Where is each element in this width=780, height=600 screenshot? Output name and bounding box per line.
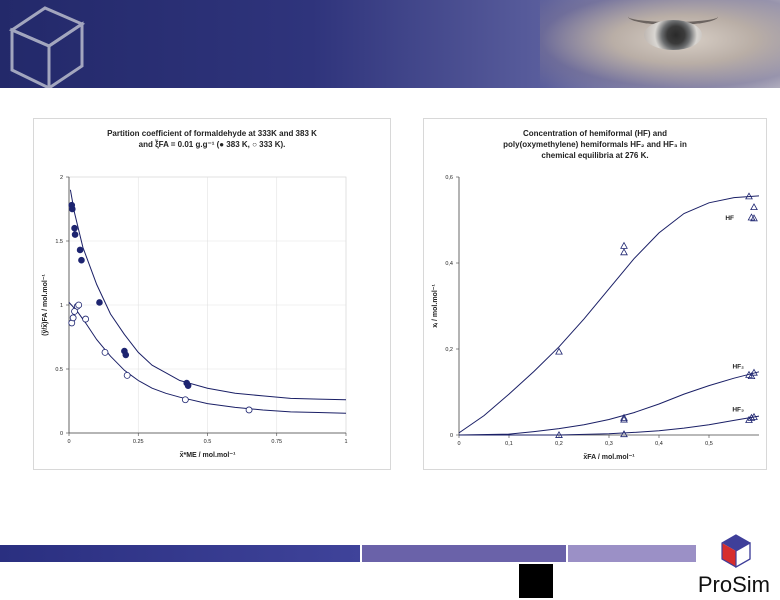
data-point-triangle <box>620 413 628 421</box>
data-point-triangle <box>620 430 628 438</box>
y-tick-label: 0 <box>450 433 453 439</box>
data-point-open <box>71 307 78 315</box>
data-point-triangle <box>620 415 628 423</box>
footer-bar-dark <box>0 545 360 562</box>
series-label: HF₃ <box>732 406 744 413</box>
cube-logo-graphic <box>8 6 86 88</box>
chart-title-hemiformal: Concentration of hemiformal (HF) and pol… <box>424 128 766 161</box>
y-tick-label: 2 <box>60 175 63 181</box>
chart-title-line-1: Partition coefficient of formaldehyde at… <box>107 129 317 138</box>
chart-panel-partition: Partition coefficient of formaldehyde at… <box>33 118 391 470</box>
series-label: HF₂ <box>732 363 744 370</box>
chart-hemiformal-svg: 0 0,1 0,2 0,3 0,4 0,5 0 0,2 0,4 0,6 x̃FA / mol.mol… <box>432 175 760 461</box>
x-tick-label: 0.25 <box>133 439 144 445</box>
y-tick-label: 0,6 <box>445 175 453 181</box>
chart-title-partition: Partition coefficient of formaldehyde at… <box>34 128 390 150</box>
plot-frame <box>459 177 759 435</box>
y-axis-label: (ỹ/x̃)FA / mol.mol⁻¹ <box>42 273 49 335</box>
x-axis-label: x̃*ME / mol.mol⁻¹ <box>179 452 236 459</box>
data-point-filled <box>69 205 76 213</box>
prosim-cube-icon <box>721 534 751 569</box>
y-tick-label: 0,4 <box>445 261 453 267</box>
data-point-filled <box>184 382 192 389</box>
data-point-triangle <box>555 347 563 355</box>
data-point-triangle <box>620 248 628 256</box>
x-tick-label: 0,4 <box>655 441 663 447</box>
y-tick-label: 0.5 <box>55 367 63 373</box>
series-curve <box>458 371 760 436</box>
chart-title-line-2: poly(oxymethylene) hemiformals HF₂ and H… <box>503 140 687 149</box>
series-curve <box>69 189 347 401</box>
data-point-open <box>69 314 77 322</box>
data-point-open <box>82 315 90 323</box>
x-tick-label: 0 <box>67 439 70 445</box>
black-square <box>519 564 553 598</box>
data-point-triangle <box>620 241 628 249</box>
data-point-open <box>245 406 253 414</box>
series-curve <box>459 415 760 436</box>
data-point-filled <box>71 224 78 232</box>
eye <box>644 20 702 50</box>
series-label: HF <box>725 215 734 222</box>
x-tick-label: 0,1 <box>505 441 513 447</box>
chart-partition-svg: 0 0.25 0.5 0.75 1 0 0.5 1 1.5 2 x̃*ME / mol.mol⁻¹ (… <box>42 175 348 459</box>
series-curve <box>458 195 760 434</box>
data-point-triangle <box>745 192 753 200</box>
data-point-triangle <box>750 203 758 211</box>
data-point-filled <box>76 246 84 254</box>
x-axis-label: x̃FA / mol.mol⁻¹ <box>583 454 635 461</box>
chart-title-line-3: chemical equilibria at 276 K. <box>541 151 649 160</box>
data-point-open <box>181 396 189 404</box>
y-tick-label: 0 <box>60 431 63 437</box>
chart-title-line-1: Concentration of hemiformal (HF) and <box>523 129 667 138</box>
x-tick-label: 0.75 <box>271 439 282 445</box>
data-point-triangle <box>747 413 756 421</box>
y-tick-label: 1.5 <box>55 239 63 245</box>
x-tick-label: 1 <box>344 439 347 445</box>
data-point-filled <box>78 256 85 264</box>
x-tick-label: 0,3 <box>605 441 613 447</box>
header-banner <box>0 0 780 88</box>
chart-panel-hemiformal: Concentration of hemiformal (HF) and pol… <box>423 118 767 470</box>
data-point-triangle <box>750 368 758 376</box>
y-tick-label: 0,2 <box>445 347 453 353</box>
data-point-triangle <box>750 214 758 222</box>
x-tick-label: 0 <box>457 441 460 447</box>
eye-photo <box>540 0 780 88</box>
series-curve <box>68 302 347 414</box>
x-tick-label: 0.5 <box>204 439 212 445</box>
y-tick-label: 1 <box>60 303 63 309</box>
x-tick-label: 0,2 <box>555 441 563 447</box>
prosim-logo-text: ProSim <box>697 572 770 597</box>
x-tick-label: 0,5 <box>705 441 713 447</box>
data-point-filled <box>122 351 130 359</box>
data-point-filled <box>96 299 103 306</box>
data-point-open <box>123 371 131 379</box>
chart-title-line-2: and ξ̃FA = 0.01 g.g⁻¹ (● 383 K, ○ 333 K)… <box>138 140 286 149</box>
footer-bar-mid <box>362 545 566 562</box>
data-point-triangle <box>747 372 756 380</box>
data-point-open <box>75 301 83 309</box>
footer-bar-light <box>568 545 696 562</box>
y-axis-label: xᵢ / mol.mol⁻¹ <box>432 284 439 328</box>
data-point-open <box>101 348 109 356</box>
data-point-filled <box>71 231 79 238</box>
